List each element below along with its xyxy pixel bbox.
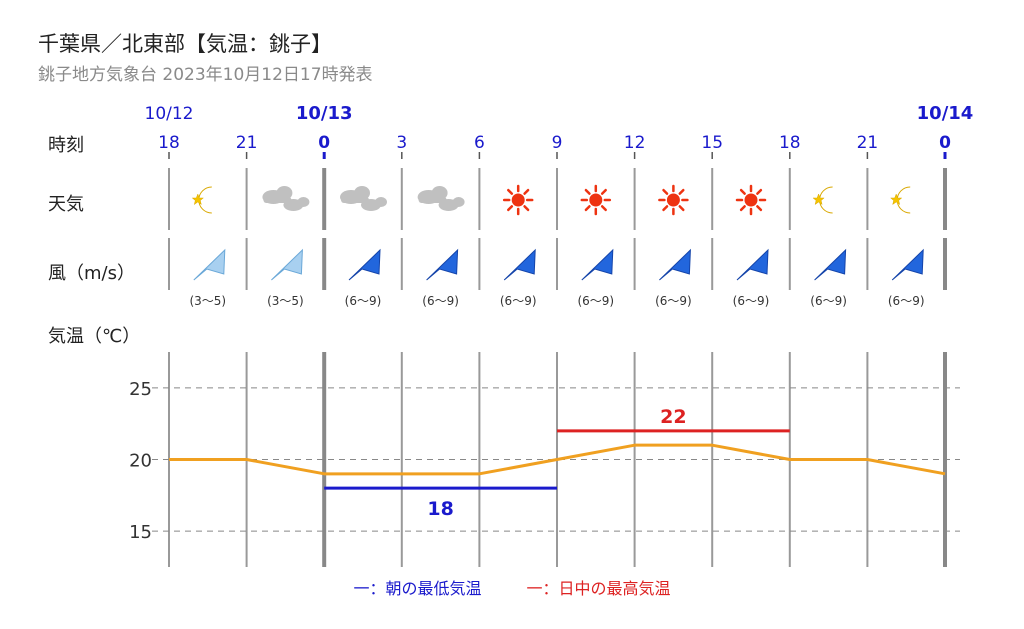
temperature-line <box>169 443 946 476</box>
time-row-label: 時刻 <box>48 135 84 156</box>
hour-label: 0 <box>318 133 330 153</box>
wind-arrow-icon <box>426 248 459 281</box>
hour-label: 0 <box>939 133 951 153</box>
moon-icon <box>191 186 212 214</box>
date-label: 10/13 <box>296 103 353 124</box>
chart-legend: 一：朝の最低気温 一：日中の最高気温 <box>0 575 1024 599</box>
hour-label: 21 <box>857 133 879 153</box>
wind-speed-label: (6～9) <box>500 294 537 308</box>
sun-icon <box>735 184 767 216</box>
wind-speed-label: (3～5) <box>267 294 304 308</box>
legend-min-temp: 一：朝の最低気温 <box>353 579 482 598</box>
page-title: 千葉県／北東部【気温：銚子】 <box>38 32 332 56</box>
min-temp-label: 18 <box>427 498 453 520</box>
wind-arrow-icon <box>193 248 226 281</box>
moon-icon <box>812 186 833 214</box>
hour-label: 18 <box>158 133 180 153</box>
wind-speed-label: (6～9) <box>888 294 925 308</box>
y-tick-label: 25 <box>129 379 152 400</box>
hour-label: 15 <box>701 133 723 153</box>
wind-arrow-icon <box>736 248 769 281</box>
date-label: 10/12 <box>145 104 194 124</box>
cloud-icon <box>340 186 387 211</box>
wind-arrow-icon <box>659 248 691 281</box>
wind-speed-label: (6～9) <box>577 294 614 308</box>
wind-speed-label: (6～9) <box>733 294 770 308</box>
wind-row-label: 風（m/s） <box>48 263 135 284</box>
wind-arrow-icon <box>503 248 536 281</box>
wind-speed-label: (6～9) <box>345 294 382 308</box>
hour-label: 12 <box>624 133 646 153</box>
sun-icon <box>580 184 612 216</box>
hour-label: 18 <box>779 133 801 153</box>
temp-row-label: 気温（℃） <box>48 326 141 347</box>
wind-arrow-icon <box>814 248 847 281</box>
hour-label: 21 <box>236 133 258 153</box>
forecast-chart: 18 21 0 3 6 9 12 15 18 21 0 10/12 10/13 10/14 (3～5) (3～… <box>129 103 974 567</box>
weather-row-label: 天気 <box>48 194 84 215</box>
y-tick-label: 15 <box>129 522 152 543</box>
wind-speed-label: (6～9) <box>810 294 847 308</box>
date-label: 10/14 <box>917 103 974 124</box>
max-temp-label: 22 <box>660 406 686 428</box>
cloud-icon <box>417 186 465 211</box>
wind-arrow-icon <box>891 248 924 281</box>
wind-speed-label: (6～9) <box>422 294 459 308</box>
wind-speed-label: (6～9) <box>655 294 692 308</box>
page-subtitle: 銚子地方気象台 2023年10月12日17時発表 <box>38 65 373 85</box>
hour-label: 9 <box>552 133 563 153</box>
sun-icon <box>502 184 534 216</box>
sun-icon <box>658 184 689 216</box>
hour-label: 3 <box>396 133 407 153</box>
y-tick-label: 20 <box>129 451 152 472</box>
wind-speed-label: (3～5) <box>189 294 226 308</box>
wind-arrow-icon <box>348 248 381 281</box>
cloud-icon <box>262 186 310 211</box>
wind-arrow-icon <box>271 248 303 281</box>
legend-max-temp: 一：日中の最高気温 <box>526 579 671 598</box>
hour-label: 6 <box>474 133 485 153</box>
wind-arrow-icon <box>581 248 614 281</box>
moon-icon <box>890 186 911 214</box>
